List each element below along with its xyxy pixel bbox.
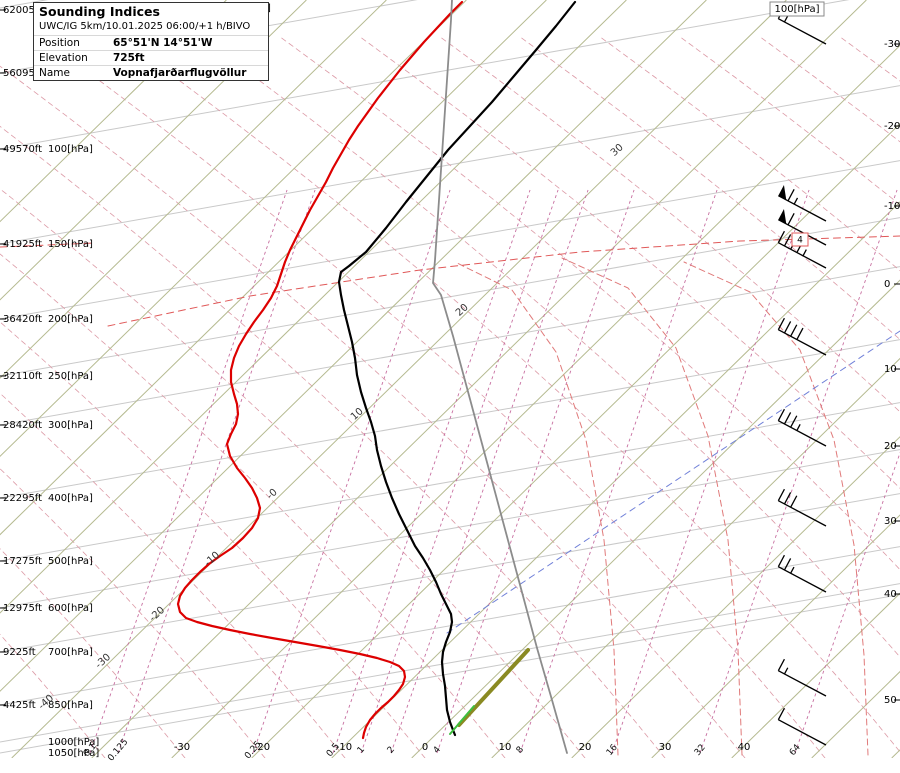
- svg-text:4: 4: [432, 745, 444, 756]
- svg-text:-10: -10: [336, 742, 352, 753]
- svg-text:50: 50: [884, 695, 897, 706]
- svg-text:-30: -30: [174, 742, 190, 753]
- elevation-value: 725ft: [113, 52, 145, 64]
- dry-adiabat-grid: [0, 37, 900, 758]
- svg-text:28420ft: 28420ft: [3, 420, 42, 431]
- svg-text:20: 20: [884, 441, 897, 452]
- wind-barbs: [777, 6, 827, 746]
- svg-text:1000[hPa]: 1000[hPa]: [48, 737, 99, 748]
- sounding-info-box: Sounding Indices UWC/IG 5km/10.01.2025 0…: [33, 2, 269, 81]
- svg-text:2: 2: [386, 745, 397, 756]
- svg-text:32: 32: [693, 743, 708, 758]
- svg-text:4425ft: 4425ft: [3, 700, 36, 711]
- svg-text:30: 30: [609, 142, 626, 159]
- svg-text:-0: -0: [265, 487, 280, 502]
- lifted-parcel-olive-line: [457, 648, 530, 727]
- svg-text:-10: -10: [884, 201, 900, 212]
- svg-text:0: 0: [884, 279, 890, 290]
- svg-text:40: 40: [738, 742, 751, 753]
- lifted-parcel-green-line: [449, 705, 475, 735]
- parcel-curve: [432, 0, 568, 754]
- name-value: Vopnafjarðarflugvöllur: [113, 67, 247, 79]
- svg-text:49570ft: 49570ft: [3, 144, 42, 155]
- dewpoint-curve: [176, 0, 464, 740]
- svg-text:500[hPa]: 500[hPa]: [48, 556, 93, 567]
- svg-text:41925ft: 41925ft: [3, 239, 42, 250]
- svg-text:1050[hPa]: 1050[hPa]: [48, 748, 99, 759]
- position-value: 65°51'N 14°51'W: [113, 37, 213, 49]
- model-run-line: UWC/IG 5km/10.01.2025 06:00/+1 h/BIVO: [39, 21, 251, 32]
- axis-labels: 62005ft56095ft49570ft41925ft36420ft32110…: [3, 1, 900, 763]
- svg-text:0: 0: [422, 742, 428, 753]
- svg-text:400[hPa]: 400[hPa]: [48, 493, 93, 504]
- axis-ticks: [0, 9, 900, 706]
- svg-text:8: 8: [515, 745, 527, 756]
- svg-text:850[hPa]: 850[hPa]: [48, 700, 93, 711]
- svg-text:-30: -30: [884, 39, 900, 50]
- info-row-elevation: Elevation 725ft: [34, 50, 268, 65]
- temperature-curve: [337, 0, 577, 737]
- svg-text:30: 30: [884, 516, 897, 527]
- svg-text:22295ft: 22295ft: [3, 493, 42, 504]
- name-label: Name: [39, 67, 70, 79]
- svg-text:10: 10: [499, 742, 512, 753]
- elevation-label: Elevation: [39, 52, 88, 64]
- svg-text:700[hPa]: 700[hPa]: [48, 647, 93, 658]
- svg-text:62005ft: 62005ft: [3, 5, 42, 16]
- position-label: Position: [39, 37, 80, 49]
- svg-text:100[hPa]: 100[hPa]: [48, 144, 93, 155]
- svg-text:17275ft: 17275ft: [3, 556, 42, 567]
- svg-text:100[hPa]: 100[hPa]: [775, 4, 820, 15]
- svg-text:4: 4: [797, 236, 803, 246]
- svg-text:250[hPa]: 250[hPa]: [48, 371, 93, 382]
- info-row-position: Position 65°51'N 14°51'W: [34, 35, 268, 50]
- svg-text:12975ft: 12975ft: [3, 603, 42, 614]
- info-row-name: Name Vopnafjarðarflugvöllur: [34, 65, 268, 80]
- isobar-grid: [0, 0, 900, 754]
- svg-text:300[hPa]: 300[hPa]: [48, 420, 93, 431]
- svg-text:40: 40: [884, 589, 897, 600]
- svg-text:600[hPa]: 600[hPa]: [48, 603, 93, 614]
- svg-text:30: 30: [659, 742, 672, 753]
- svg-text:-20: -20: [254, 742, 270, 753]
- svg-text:150[hPa]: 150[hPa]: [48, 239, 93, 250]
- svg-text:0.125: 0.125: [106, 737, 130, 763]
- svg-text:20: 20: [454, 302, 471, 319]
- svg-text:20: 20: [579, 742, 592, 753]
- moist-adiabat-curves: [0, 235, 900, 756]
- svg-text:200[hPa]: 200[hPa]: [48, 314, 93, 325]
- svg-text:1: 1: [356, 745, 367, 756]
- svg-text:64: 64: [788, 743, 803, 758]
- info-box-title: Sounding Indices: [39, 4, 160, 19]
- svg-text:36420ft: 36420ft: [3, 314, 42, 325]
- svg-text:56095ft: 56095ft: [3, 68, 42, 79]
- svg-text:9225ft: 9225ft: [3, 647, 36, 658]
- svg-text:10: 10: [884, 364, 897, 375]
- mixing-ratio-grid: [89, 189, 900, 754]
- svg-text:32110ft: 32110ft: [3, 371, 42, 382]
- svg-text:-20: -20: [884, 121, 900, 132]
- svg-text:10: 10: [349, 406, 366, 423]
